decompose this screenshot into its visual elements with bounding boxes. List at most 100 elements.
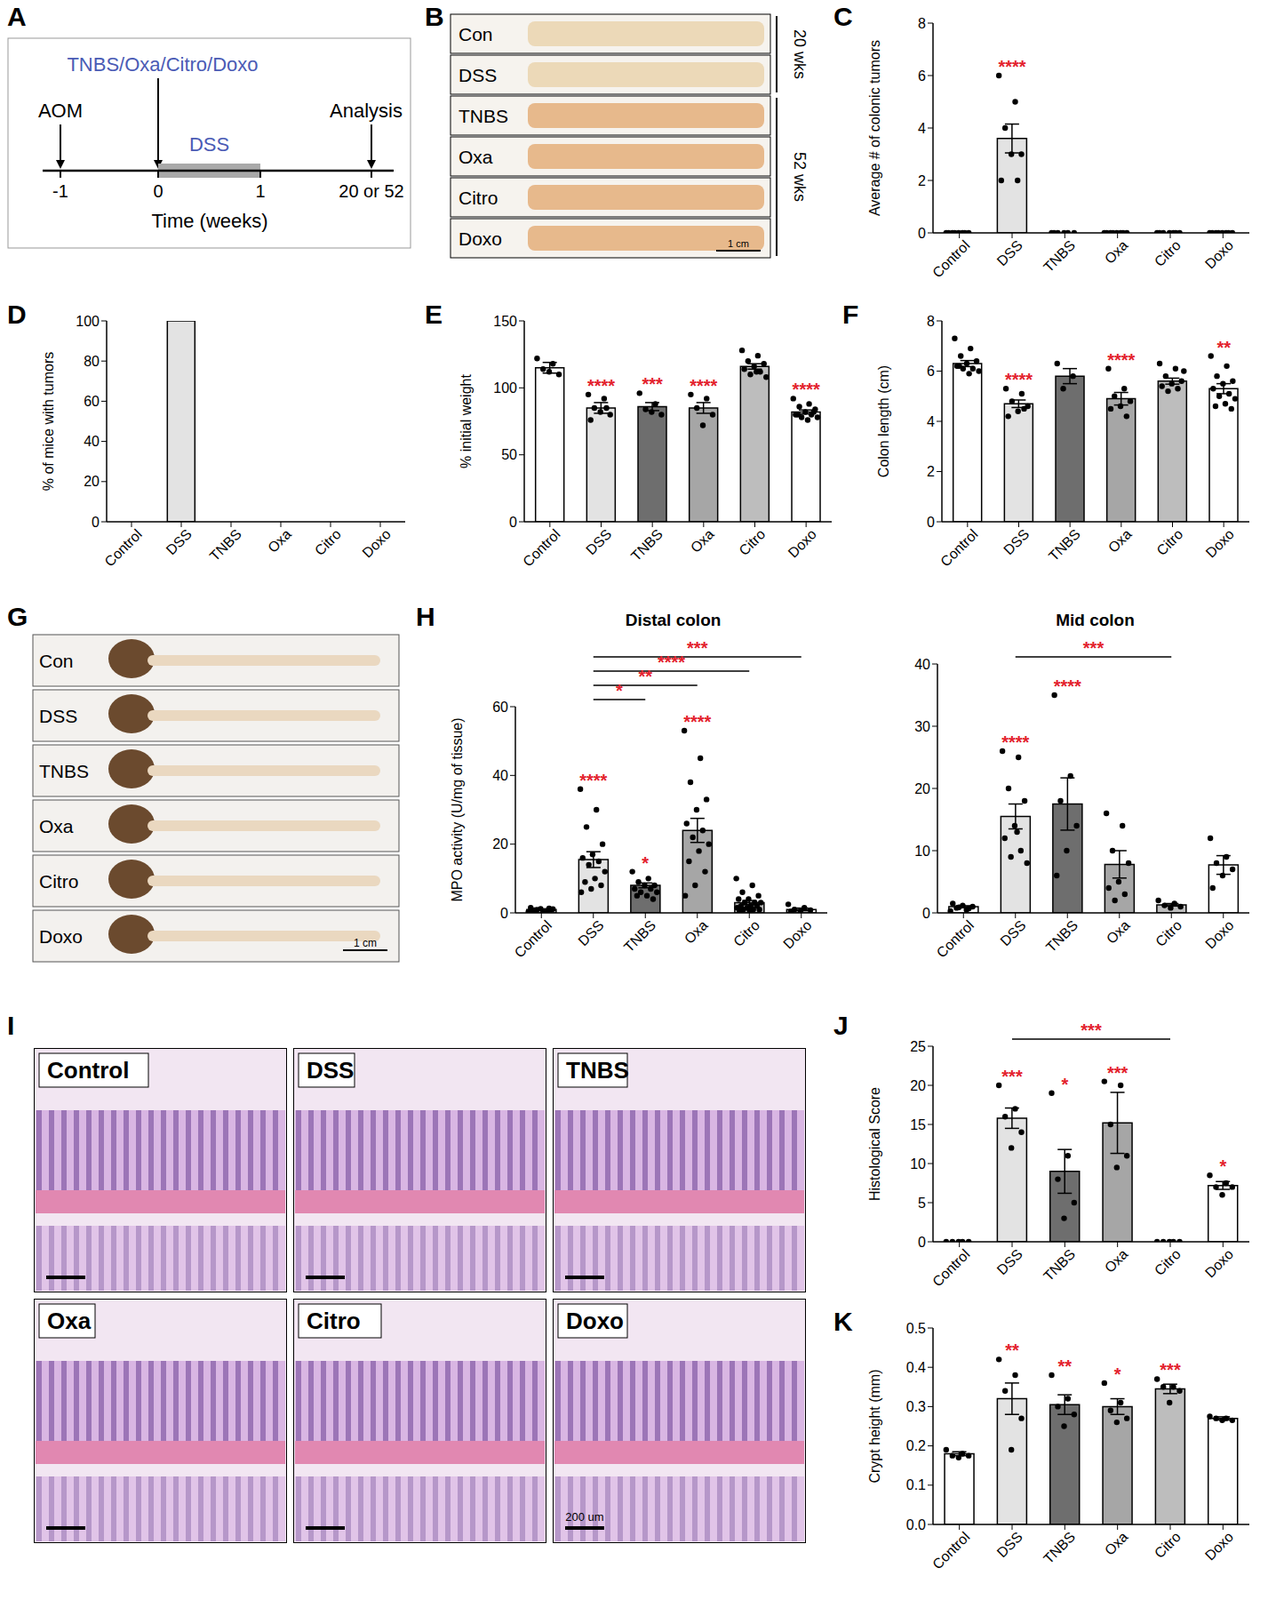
svg-text:****: **** — [657, 652, 686, 672]
svg-text:DSS: DSS — [1000, 526, 1032, 558]
svg-text:**: ** — [1058, 1355, 1073, 1376]
svg-text:TNBS: TNBS — [39, 760, 89, 782]
svg-text:****: **** — [997, 56, 1026, 77]
svg-text:*: * — [1060, 1074, 1069, 1094]
svg-text:MPO activity (U/mg of tissue): MPO activity (U/mg of tissue) — [449, 717, 465, 902]
svg-text:15: 15 — [909, 1116, 926, 1133]
svg-text:60: 60 — [83, 393, 100, 409]
svg-text:150: 150 — [493, 313, 518, 329]
svg-text:***: *** — [686, 637, 709, 658]
svg-text:Doxo: Doxo — [780, 917, 815, 952]
svg-text:20: 20 — [909, 1077, 926, 1093]
svg-text:0: 0 — [917, 225, 926, 241]
svg-text:DSS: DSS — [163, 526, 195, 558]
svg-text:0: 0 — [500, 905, 509, 921]
svg-text:DSS: DSS — [39, 705, 78, 726]
svg-text:5: 5 — [917, 1195, 926, 1211]
svg-text:4: 4 — [917, 120, 926, 136]
svg-text:Oxa: Oxa — [47, 1307, 92, 1334]
svg-text:DSS: DSS — [574, 917, 607, 949]
svg-text:Crypt height (mm): Crypt height (mm) — [867, 1368, 883, 1483]
svg-text:Control: Control — [101, 526, 144, 569]
svg-text:****: **** — [1001, 732, 1029, 752]
svg-text:Oxa: Oxa — [681, 917, 711, 947]
svg-text:Oxa: Oxa — [39, 815, 74, 837]
svg-text:Doxo: Doxo — [1202, 1528, 1237, 1564]
svg-text:Oxa: Oxa — [1103, 917, 1133, 947]
svg-text:Control: Control — [519, 526, 563, 569]
svg-text:DSS: DSS — [582, 526, 615, 558]
svg-text:Time (weeks): Time (weeks) — [151, 209, 268, 232]
svg-text:****: **** — [587, 375, 615, 396]
svg-text:Control: Control — [933, 917, 977, 960]
svg-text:Citro: Citro — [311, 526, 344, 559]
svg-text:Oxa: Oxa — [687, 526, 718, 556]
svg-text:Citro: Citro — [458, 187, 498, 208]
svg-text:8: 8 — [926, 313, 935, 329]
svg-text:****: **** — [579, 770, 607, 790]
svg-text:Citro: Citro — [1153, 526, 1186, 559]
svg-text:Control: Control — [511, 917, 555, 960]
svg-text:Analysis: Analysis — [329, 99, 403, 122]
svg-text:Doxo: Doxo — [358, 526, 394, 561]
svg-text:6: 6 — [917, 68, 926, 84]
svg-text:40: 40 — [914, 656, 931, 672]
svg-text:Colon length (cm): Colon length (cm) — [876, 365, 892, 478]
svg-text:6: 6 — [926, 363, 935, 379]
svg-text:0: 0 — [917, 1234, 926, 1250]
svg-text:****: **** — [1107, 350, 1135, 370]
svg-text:0.2: 0.2 — [906, 1437, 926, 1453]
svg-text:80: 80 — [83, 353, 100, 369]
svg-text:DSS: DSS — [996, 917, 1029, 949]
svg-text:% initial weight: % initial weight — [458, 374, 474, 469]
svg-text:30: 30 — [914, 718, 931, 734]
svg-text:10: 10 — [914, 843, 931, 859]
svg-text:Control: Control — [937, 526, 981, 569]
svg-text:TNBS: TNBS — [621, 917, 659, 955]
svg-text:Oxa: Oxa — [458, 146, 494, 168]
svg-text:2: 2 — [917, 173, 926, 189]
svg-text:Oxa: Oxa — [1101, 1528, 1132, 1558]
svg-text:***: *** — [641, 374, 663, 394]
svg-text:0.5: 0.5 — [906, 1320, 926, 1336]
svg-text:Con: Con — [458, 23, 494, 45]
svg-text:20 wks: 20 wks — [790, 29, 809, 80]
svg-text:**: ** — [637, 666, 653, 686]
svg-text:TNBS: TNBS — [1043, 917, 1081, 955]
svg-text:**: ** — [1004, 1339, 1020, 1360]
svg-text:Doxo: Doxo — [1203, 526, 1238, 561]
svg-text:****: **** — [683, 711, 711, 732]
svg-text:200 um: 200 um — [565, 1509, 604, 1524]
svg-text:TNBS/Oxa/Citro/Doxo: TNBS/Oxa/Citro/Doxo — [66, 53, 258, 76]
svg-text:Doxo: Doxo — [785, 526, 821, 561]
svg-text:0.4: 0.4 — [906, 1359, 926, 1375]
svg-text:10: 10 — [909, 1156, 926, 1172]
svg-text:4: 4 — [926, 414, 935, 430]
svg-text:*: * — [1114, 1363, 1122, 1384]
svg-text:DSS: DSS — [306, 1056, 354, 1084]
svg-text:Doxo: Doxo — [1202, 917, 1237, 952]
svg-text:Control: Control — [929, 237, 973, 280]
svg-text:0.0: 0.0 — [906, 1516, 926, 1532]
svg-text:***: *** — [1080, 1020, 1102, 1040]
svg-text:Oxa: Oxa — [264, 526, 295, 556]
svg-text:Control: Control — [47, 1056, 129, 1084]
svg-text:DSS: DSS — [189, 133, 230, 156]
svg-text:***: *** — [1159, 1359, 1181, 1380]
svg-text:*: * — [615, 680, 623, 701]
svg-text:Control: Control — [929, 1528, 973, 1572]
svg-text:TNBS: TNBS — [207, 526, 245, 564]
svg-text:2: 2 — [926, 463, 935, 479]
svg-text:Histological Score: Histological Score — [867, 1086, 883, 1201]
svg-text:Oxa: Oxa — [1105, 526, 1135, 556]
svg-text:TNBS: TNBS — [628, 526, 666, 564]
svg-text:TNBS: TNBS — [458, 105, 509, 127]
svg-text:60: 60 — [492, 699, 509, 715]
svg-text:Citro: Citro — [735, 526, 768, 559]
svg-text:Citro: Citro — [1151, 1245, 1184, 1278]
svg-text:Doxo: Doxo — [1202, 1245, 1237, 1281]
svg-text:Citro: Citro — [1151, 1528, 1184, 1561]
svg-text:0: 0 — [152, 181, 163, 201]
svg-text:0: 0 — [91, 514, 100, 530]
svg-text:0.1: 0.1 — [906, 1476, 926, 1492]
